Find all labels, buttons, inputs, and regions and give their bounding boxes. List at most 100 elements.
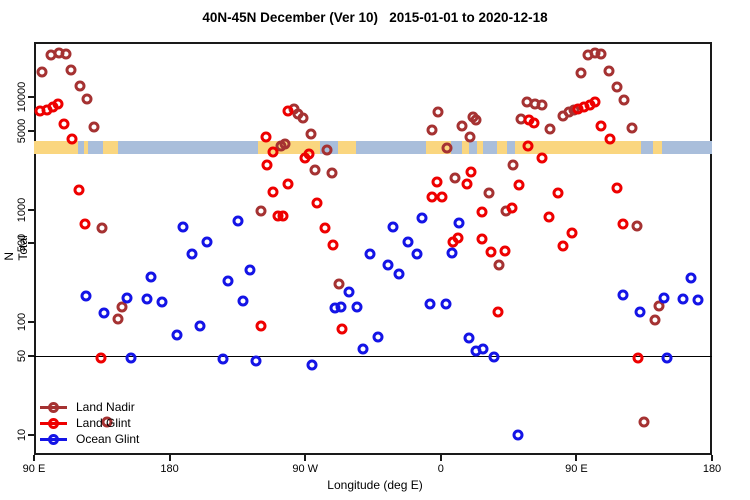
data-point-ocean-glint — [463, 332, 475, 344]
data-point-land-nadir — [279, 138, 291, 150]
data-point-land-nadir — [618, 94, 630, 106]
map-strip-land — [461, 140, 470, 154]
x-axis-tick — [439, 455, 442, 461]
data-point-ocean-glint — [416, 212, 428, 224]
data-point-land-nadir — [493, 259, 505, 271]
map-strip-land — [34, 140, 78, 154]
y-axis-tick-label: 50 — [16, 349, 28, 363]
legend-label: Land Glint — [76, 416, 131, 430]
legend-marker-land-glint — [40, 417, 67, 429]
data-point-land-glint — [327, 239, 339, 251]
data-point-land-nadir — [441, 142, 453, 154]
data-point-land-glint — [311, 197, 323, 209]
data-point-land-glint — [95, 352, 107, 364]
data-point-land-glint — [522, 140, 534, 152]
y-axis-tick-label: 5000 — [16, 118, 28, 144]
legend-marker-land-nadir — [40, 401, 67, 413]
data-point-ocean-glint — [171, 329, 183, 341]
x-axis-tick-label: 180 — [160, 463, 179, 475]
data-point-ocean-glint — [661, 352, 673, 364]
plot-area — [34, 42, 712, 455]
data-point-ocean-glint — [634, 306, 646, 318]
data-point-land-nadir — [81, 93, 93, 105]
data-point-ocean-glint — [121, 292, 133, 304]
data-point-ocean-glint — [393, 268, 405, 280]
data-point-land-glint — [543, 211, 555, 223]
data-point-land-nadir — [74, 80, 86, 92]
data-point-land-glint — [513, 179, 525, 191]
data-point-land-nadir — [305, 128, 317, 140]
data-point-ocean-glint — [658, 292, 670, 304]
y-axis-tick — [28, 95, 34, 98]
data-point-land-nadir — [432, 106, 444, 118]
data-point-ocean-glint — [250, 355, 262, 367]
data-point-land-glint — [506, 202, 518, 214]
data-point-land-nadir — [603, 65, 615, 77]
data-point-land-nadir — [326, 167, 338, 179]
x-axis-tick-label: 0 — [437, 463, 444, 475]
x-axis-title: Longitude (deg E) — [327, 478, 423, 492]
data-point-land-glint — [476, 233, 488, 245]
data-point-land-glint — [260, 131, 272, 143]
legend-entry-land-nadir: Land Nadir — [40, 399, 139, 415]
map-strip-land — [496, 140, 508, 154]
y-axis-tick — [28, 129, 34, 132]
data-point-land-nadir — [611, 81, 623, 93]
data-point-land-glint — [255, 320, 267, 332]
data-point-land-glint — [461, 178, 473, 190]
data-point-ocean-glint — [424, 298, 436, 310]
data-point-ocean-glint — [387, 221, 399, 233]
legend: Land Nadir Land Glint Ocean Glint — [40, 399, 139, 447]
data-point-land-nadir — [297, 112, 309, 124]
legend-entry-land-glint: Land Glint — [40, 415, 139, 431]
data-point-ocean-glint — [141, 293, 153, 305]
data-point-land-glint — [604, 133, 616, 145]
data-point-land-nadir — [333, 278, 345, 290]
data-point-land-nadir — [321, 144, 333, 156]
data-point-land-nadir — [575, 67, 587, 79]
data-point-land-glint — [617, 218, 629, 230]
data-point-land-glint — [52, 98, 64, 110]
map-strip-land — [338, 140, 357, 154]
data-point-land-glint — [58, 118, 70, 130]
y-axis-tick — [28, 208, 34, 211]
map-strip-land — [476, 140, 483, 154]
x-axis-tick — [304, 455, 307, 461]
data-point-ocean-glint — [125, 352, 137, 364]
data-point-land-glint — [73, 184, 85, 196]
data-point-land-nadir — [483, 187, 495, 199]
x-axis-tick-label: 180 — [702, 463, 722, 475]
data-point-ocean-glint — [306, 359, 318, 371]
x-axis-tick — [168, 455, 171, 461]
data-point-land-nadir — [449, 172, 461, 184]
x-axis-tick-label: 90 W — [292, 463, 319, 475]
data-point-land-glint — [267, 146, 279, 158]
data-point-land-nadir — [649, 314, 661, 326]
x-axis-tick-label: 90 E — [565, 463, 588, 475]
y-axis-tick — [28, 355, 34, 357]
data-point-land-nadir — [65, 64, 77, 76]
data-point-land-glint — [267, 186, 279, 198]
data-point-land-glint — [611, 182, 623, 194]
data-point-ocean-glint — [512, 429, 524, 441]
data-point-land-glint — [319, 222, 331, 234]
data-point-ocean-glint — [685, 272, 697, 284]
plot-box — [34, 42, 712, 455]
data-point-land-nadir — [309, 164, 321, 176]
data-point-ocean-glint — [186, 248, 198, 260]
y-axis-tick-label: 10000 — [16, 81, 28, 113]
data-point-ocean-glint — [364, 248, 376, 260]
data-point-land-nadir — [255, 205, 267, 217]
data-point-land-glint — [303, 148, 315, 160]
data-point-land-nadir — [470, 114, 482, 126]
data-point-ocean-glint — [177, 221, 189, 233]
data-point-ocean-glint — [217, 353, 229, 365]
data-point-ocean-glint — [453, 217, 465, 229]
legend-label: Ocean Glint — [76, 432, 140, 446]
data-point-ocean-glint — [372, 331, 384, 343]
data-point-land-glint — [536, 152, 548, 163]
data-point-ocean-glint — [237, 295, 249, 307]
data-point-land-glint — [66, 133, 78, 145]
data-point-ocean-glint — [488, 351, 500, 363]
data-point-ocean-glint — [692, 294, 704, 306]
